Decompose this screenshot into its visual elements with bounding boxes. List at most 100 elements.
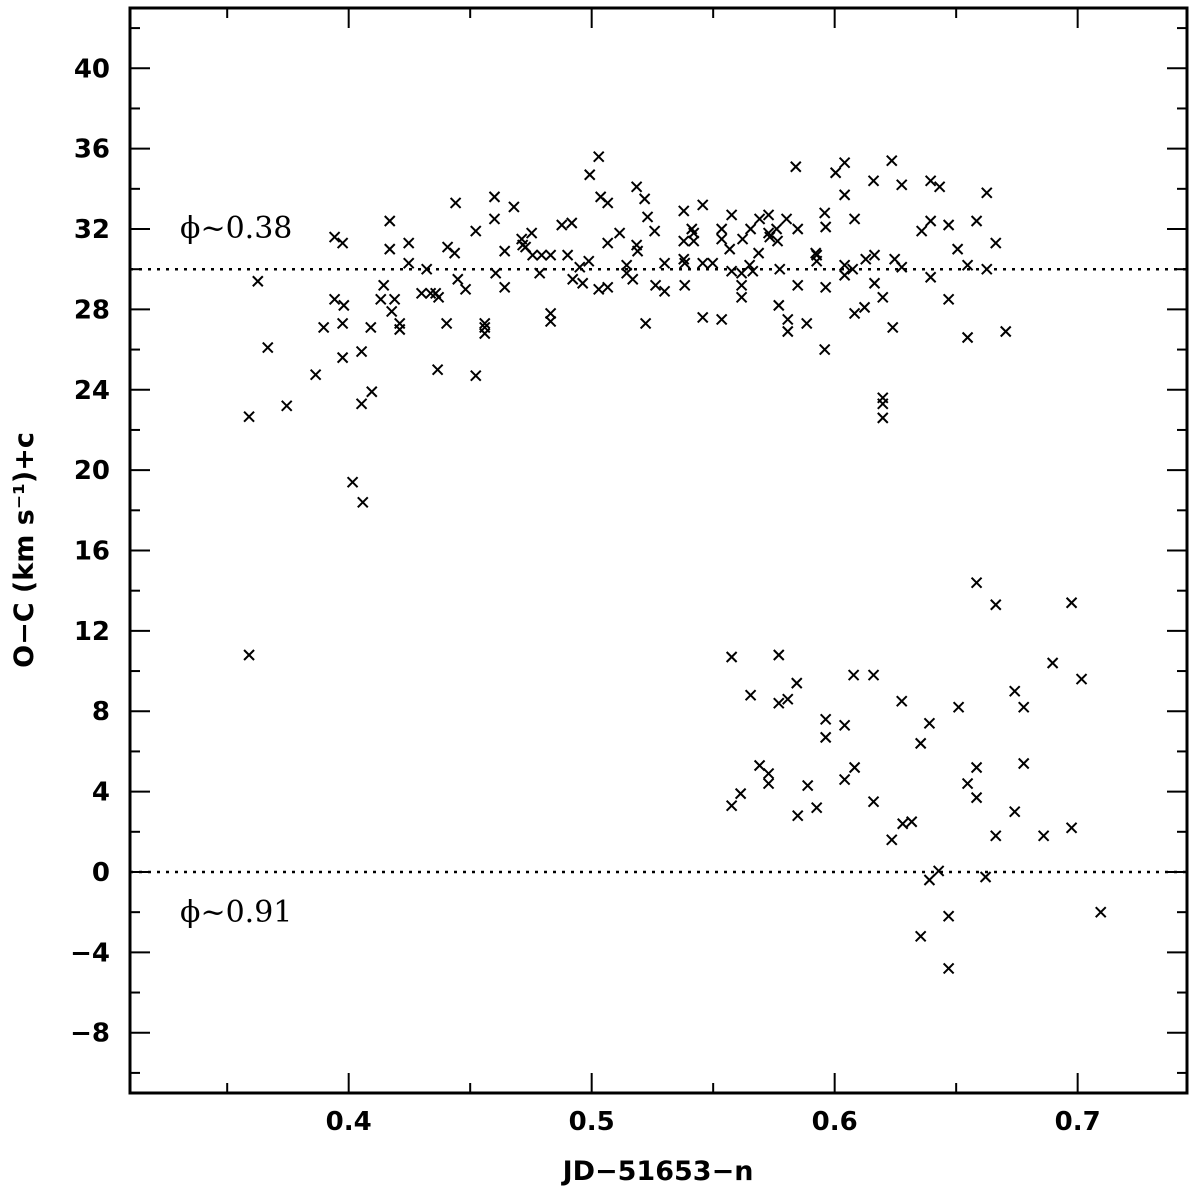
data-point-x-marker [877, 412, 889, 424]
data-point-x-marker [914, 930, 927, 942]
data-point-x-marker [791, 677, 803, 689]
data-point-x-marker [887, 321, 899, 334]
data-point-x-marker [448, 247, 461, 259]
data-point-x-marker [734, 787, 747, 800]
data-point-x-marker [479, 317, 491, 330]
data-point-x-marker [420, 263, 433, 275]
x-tick-label: 0.4 [326, 1107, 372, 1137]
data-point-x-marker [1065, 597, 1078, 609]
data-point-x-marker [747, 265, 759, 277]
data-point-x-marker [819, 221, 832, 233]
data-point-x-marker [627, 273, 639, 285]
data-point-x-marker [896, 695, 908, 707]
data-point-x-marker [924, 215, 937, 227]
data-point-x-marker [336, 317, 349, 330]
data-point-x-marker [725, 209, 738, 221]
data-point-x-marker [459, 283, 472, 296]
data-point-x-marker [951, 243, 964, 255]
data-point-x-marker [725, 651, 738, 663]
y-tick-label: 32 [74, 215, 110, 245]
data-point-x-marker [377, 279, 390, 291]
data-point-x-marker [753, 759, 766, 772]
data-point-x-marker [678, 253, 690, 265]
data-point-x-marker [990, 237, 1002, 249]
data-point-x-marker [819, 731, 832, 744]
data-point-x-marker [858, 301, 871, 314]
data-points [243, 150, 1107, 975]
data-point-x-marker [431, 363, 444, 376]
data-point-x-marker [970, 761, 983, 774]
data-point-x-marker [924, 175, 937, 187]
data-point-x-marker [744, 689, 757, 701]
data-point-x-marker [970, 576, 983, 589]
data-point-x-marker [952, 701, 965, 713]
data-point-x-marker [846, 263, 859, 275]
data-point-x-marker [470, 369, 482, 382]
data-point-x-marker [678, 205, 690, 217]
data-point-x-marker [385, 305, 398, 318]
data-point-x-marker [848, 761, 861, 774]
data-point-x-marker [403, 237, 415, 249]
data-point-x-marker [790, 161, 802, 173]
data-point-x-marker [868, 277, 881, 289]
data-point-x-marker [574, 261, 586, 273]
data-point-x-marker [838, 719, 851, 732]
data-point-x-marker [706, 257, 719, 269]
data-point-x-marker [981, 187, 993, 199]
x-axis-label: JD−51653−n [561, 1156, 754, 1187]
data-point-x-marker [762, 227, 775, 239]
data-point-x-marker [990, 599, 1002, 611]
data-point-x-marker [819, 281, 832, 293]
data-point-x-marker [384, 243, 396, 255]
data-point-x-marker [544, 315, 557, 328]
data-point-x-marker [715, 223, 728, 235]
data-point-x-marker [932, 865, 945, 877]
data-point-x-marker [961, 331, 974, 344]
data-point-x-marker [961, 259, 974, 271]
data-point-x-marker [567, 273, 579, 285]
data-point-x-marker [649, 279, 662, 291]
data-point-x-marker [336, 351, 349, 364]
data-point-x-marker [658, 257, 671, 269]
y-tick-label: 4 [92, 778, 110, 808]
data-point-x-marker [838, 189, 851, 201]
y-tick-label: −4 [70, 938, 110, 968]
data-point-x-marker [432, 291, 445, 304]
data-point-x-marker [801, 779, 814, 792]
data-point-x-marker [697, 257, 709, 269]
data-point-x-marker [252, 275, 264, 287]
data-point-x-marker [602, 281, 614, 293]
data-point-x-marker [488, 191, 501, 203]
data-point-x-marker [780, 213, 793, 225]
data-point-x-marker [743, 259, 756, 271]
data-point-x-marker [979, 871, 992, 883]
data-point-x-marker [648, 225, 661, 237]
data-point-x-marker [782, 325, 794, 338]
y-tick-label: 40 [74, 54, 110, 84]
data-point-x-marker [914, 737, 927, 750]
data-point-x-marker [498, 281, 511, 293]
data-point-x-marker [488, 213, 501, 225]
data-point-x-marker [838, 269, 851, 281]
data-point-x-marker [346, 476, 359, 488]
data-point-x-marker [774, 263, 786, 275]
data-point-x-marker [243, 649, 255, 661]
data-point-x-marker [583, 255, 595, 267]
x-tick-label: 0.5 [569, 1107, 615, 1137]
data-point-x-marker [725, 265, 738, 277]
data-point-x-marker [877, 291, 889, 304]
data-point-x-marker [782, 693, 794, 705]
data-point-x-marker [838, 259, 851, 271]
data-point-x-marker [679, 279, 691, 291]
data-point-x-marker [860, 253, 872, 265]
data-point-x-marker [942, 219, 955, 231]
data-point-x-marker [440, 317, 453, 330]
data-point-x-marker [375, 293, 387, 306]
data-point-x-marker [970, 791, 983, 804]
data-point-x-marker [961, 777, 974, 790]
data-point-x-marker [355, 345, 368, 358]
y-tick-label: 28 [74, 295, 110, 325]
data-point-x-marker [810, 801, 823, 814]
data-point-x-marker [723, 243, 736, 255]
data-point-x-marker [771, 235, 784, 247]
